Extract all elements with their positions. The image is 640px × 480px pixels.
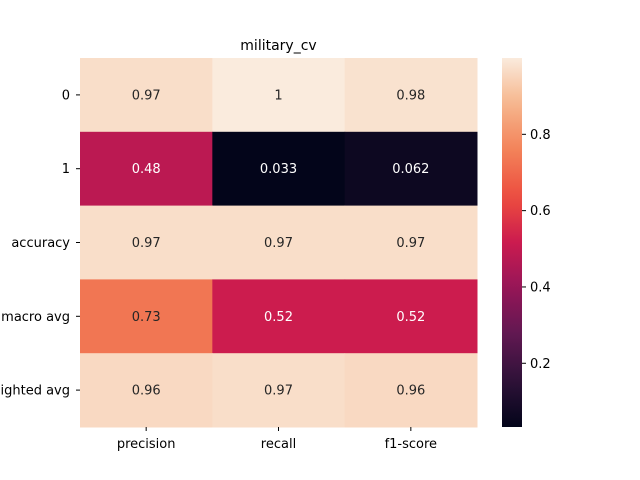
chart-title: military_cv — [240, 38, 316, 54]
heatmap-cell — [212, 353, 346, 428]
heatmap-cell — [80, 131, 213, 207]
cell-value-label: 0.033 — [260, 162, 297, 177]
row-label: macro avg — [1, 310, 70, 325]
row-label: weighted avg — [0, 384, 70, 399]
row-label: accuracy — [11, 236, 70, 251]
cell-value-label: 0.52 — [396, 310, 425, 325]
cell-value-label: 0.062 — [392, 162, 429, 177]
cell-value-label: 0.97 — [132, 88, 161, 103]
heatmap-cell — [80, 279, 213, 354]
heatmap-cell — [212, 58, 346, 133]
column-labels: precision recall f1-score — [117, 427, 437, 452]
heatmap-cell — [80, 58, 213, 133]
row-labels: 0 1 accuracy macro avg weighted avg — [0, 88, 80, 399]
cell-value-label: 0.52 — [264, 310, 293, 325]
row-label: 1 — [62, 162, 70, 177]
cell-value-label: 0.97 — [264, 236, 293, 251]
heatmap-cell — [344, 205, 478, 280]
column-label: precision — [117, 437, 176, 452]
colorbar-tick-label: 0.2 — [530, 357, 551, 372]
cell-value-label: 0.48 — [132, 162, 161, 177]
heatmap-cell — [344, 131, 478, 207]
heatmap-cell — [80, 205, 213, 280]
heatmap-cells: 0.97 1 0.98 0.48 0.033 0.062 0.97 0.97 0.97 0.73 0… — [80, 58, 478, 428]
cell-value-label: 0.73 — [132, 310, 161, 325]
cell-value-label: 0.97 — [132, 236, 161, 251]
heatmap-cell — [344, 58, 478, 133]
heatmap-cell — [212, 205, 346, 280]
colorbar-tick-label: 0.6 — [530, 204, 551, 219]
heatmap-cell — [212, 279, 346, 354]
colorbar-tick-label: 0.8 — [530, 128, 551, 143]
cell-value-label: 0.97 — [396, 236, 425, 251]
heatmap-cell — [212, 131, 346, 207]
column-label: recall — [261, 437, 296, 452]
colorbar — [502, 58, 522, 427]
cell-value-label: 0.96 — [396, 384, 425, 399]
cell-value-label: 0.98 — [396, 88, 425, 103]
heatmap-cell — [344, 353, 478, 428]
colorbar-tick-label: 0.4 — [530, 280, 551, 295]
cell-value-label: 1 — [274, 88, 282, 103]
row-label: 0 — [62, 88, 70, 103]
cell-value-label: 0.97 — [264, 384, 293, 399]
column-label: f1-score — [385, 437, 437, 452]
heatmap-cell — [80, 353, 213, 428]
cell-value-label: 0.96 — [132, 384, 161, 399]
colorbar-ticks: 0.2 0.4 0.6 0.8 — [522, 128, 551, 372]
heatmap-cell — [344, 279, 478, 354]
